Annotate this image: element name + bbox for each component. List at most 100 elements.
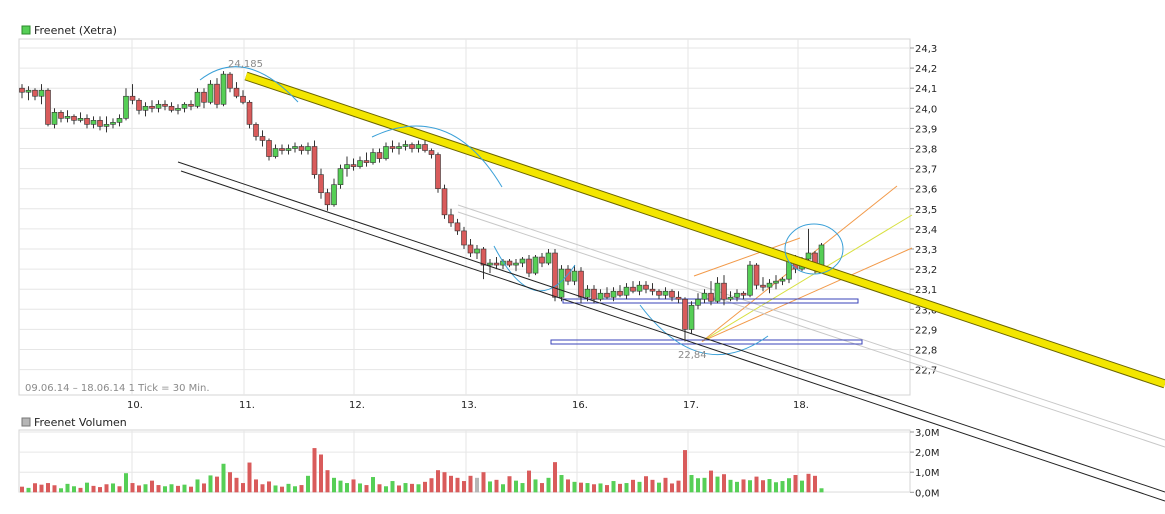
volume-bar bbox=[111, 483, 115, 493]
price-y-tick-label: 24,3 bbox=[915, 44, 937, 55]
candle-body bbox=[344, 164, 350, 169]
volume-bar bbox=[644, 476, 648, 493]
volume-bar bbox=[540, 483, 544, 493]
volume-bar bbox=[52, 485, 57, 493]
candle-body bbox=[396, 146, 402, 149]
candle-body bbox=[162, 103, 168, 107]
volume-bar bbox=[228, 472, 232, 493]
candle-body bbox=[337, 168, 344, 185]
volume-bar bbox=[260, 484, 265, 493]
volume-bar bbox=[488, 481, 492, 493]
volume-bar bbox=[767, 479, 772, 493]
candle-body bbox=[32, 89, 38, 97]
volume-bar bbox=[85, 482, 89, 493]
volume-bar bbox=[559, 475, 564, 493]
volume-bar bbox=[566, 479, 570, 493]
volume-bar bbox=[728, 479, 733, 493]
candle-body bbox=[194, 91, 201, 107]
candle-body bbox=[227, 73, 233, 89]
volume-bar bbox=[449, 475, 453, 493]
volume-bar bbox=[507, 476, 512, 493]
volume-bar bbox=[338, 480, 343, 493]
price-x-axis: 10. 11. 12. 13. 16. 17. 18. bbox=[127, 400, 809, 411]
annotation-arc-middle bbox=[371, 125, 503, 188]
candle-body bbox=[721, 282, 727, 300]
candle-body bbox=[649, 288, 656, 292]
channel-line-upper bbox=[177, 161, 1165, 493]
volume-bar bbox=[780, 481, 785, 493]
price-x-tick-label: 16. bbox=[572, 400, 588, 411]
volume-bar bbox=[436, 470, 440, 493]
legend-swatch-price bbox=[21, 25, 31, 35]
volume-bar bbox=[371, 477, 375, 493]
volume-bar bbox=[117, 486, 122, 493]
candle-body bbox=[311, 146, 318, 175]
candle-body bbox=[552, 252, 558, 298]
candle-body bbox=[773, 280, 779, 284]
volume-bar bbox=[65, 483, 70, 493]
volume-bar bbox=[481, 472, 486, 493]
volume-bar bbox=[78, 487, 83, 493]
annotation-high: 24,185 bbox=[228, 59, 263, 70]
candle-body bbox=[123, 95, 129, 119]
price-y-tick-label: 22,7 bbox=[915, 366, 937, 377]
volume-bar bbox=[514, 480, 518, 493]
price-y-tick-label: 23,5 bbox=[915, 205, 937, 216]
volume-bar bbox=[293, 486, 297, 493]
volume-bar bbox=[689, 475, 694, 493]
volume-bar bbox=[813, 475, 817, 493]
volume-bar bbox=[533, 479, 538, 493]
candle-body bbox=[734, 292, 740, 298]
price-y-tick-label: 23,1 bbox=[915, 285, 937, 296]
volume-bars bbox=[20, 448, 824, 493]
price-x-tick-label: 10. bbox=[127, 400, 143, 411]
price-x-tick-label: 11. bbox=[239, 400, 255, 411]
volume-bar bbox=[403, 483, 408, 493]
volume-bar bbox=[182, 484, 187, 493]
price-y-tick-label: 24,2 bbox=[915, 64, 937, 75]
volume-bar bbox=[72, 486, 76, 493]
volume-bar bbox=[208, 475, 213, 493]
candle-body bbox=[714, 282, 721, 302]
volume-bar bbox=[468, 475, 473, 493]
candle-body bbox=[116, 118, 123, 123]
volume-bar bbox=[475, 477, 479, 493]
volume-bar bbox=[124, 473, 128, 493]
volume-bar bbox=[156, 485, 161, 493]
candle-body bbox=[376, 152, 383, 159]
volume-y-tick-label: 2,0M bbox=[915, 448, 940, 459]
volume-bar bbox=[215, 476, 219, 493]
fan-line-middle bbox=[701, 214, 913, 342]
volume-bar bbox=[709, 470, 713, 493]
candle-body bbox=[675, 296, 682, 300]
volume-bar bbox=[546, 477, 551, 493]
volume-y-tick-label: 1,0M bbox=[915, 468, 940, 479]
volume-bar bbox=[618, 483, 622, 493]
volume-bar bbox=[715, 476, 720, 493]
volume-bar bbox=[319, 454, 323, 493]
legend-swatch-volume bbox=[21, 417, 31, 427]
volume-bar bbox=[579, 482, 583, 493]
volume-bar bbox=[332, 477, 336, 493]
candle-body bbox=[246, 101, 253, 125]
candle-body bbox=[448, 214, 454, 224]
candle-body bbox=[110, 122, 116, 125]
volume-bar bbox=[527, 470, 531, 493]
volume-bar bbox=[20, 486, 24, 493]
volume-bar bbox=[585, 483, 590, 493]
candle-body bbox=[350, 164, 357, 167]
candle-body bbox=[77, 118, 84, 121]
volume-bar bbox=[670, 483, 674, 493]
candle-body bbox=[188, 103, 194, 107]
volume-bar bbox=[247, 462, 252, 493]
volume-bar bbox=[280, 486, 284, 493]
candle-body bbox=[701, 292, 708, 300]
volume-bar bbox=[819, 488, 824, 493]
volume-bar bbox=[657, 482, 661, 493]
volume-bar bbox=[169, 484, 174, 493]
candle-body bbox=[318, 174, 324, 194]
volume-bar bbox=[267, 481, 271, 493]
volume-bar bbox=[163, 486, 167, 493]
candle-body bbox=[480, 248, 487, 266]
